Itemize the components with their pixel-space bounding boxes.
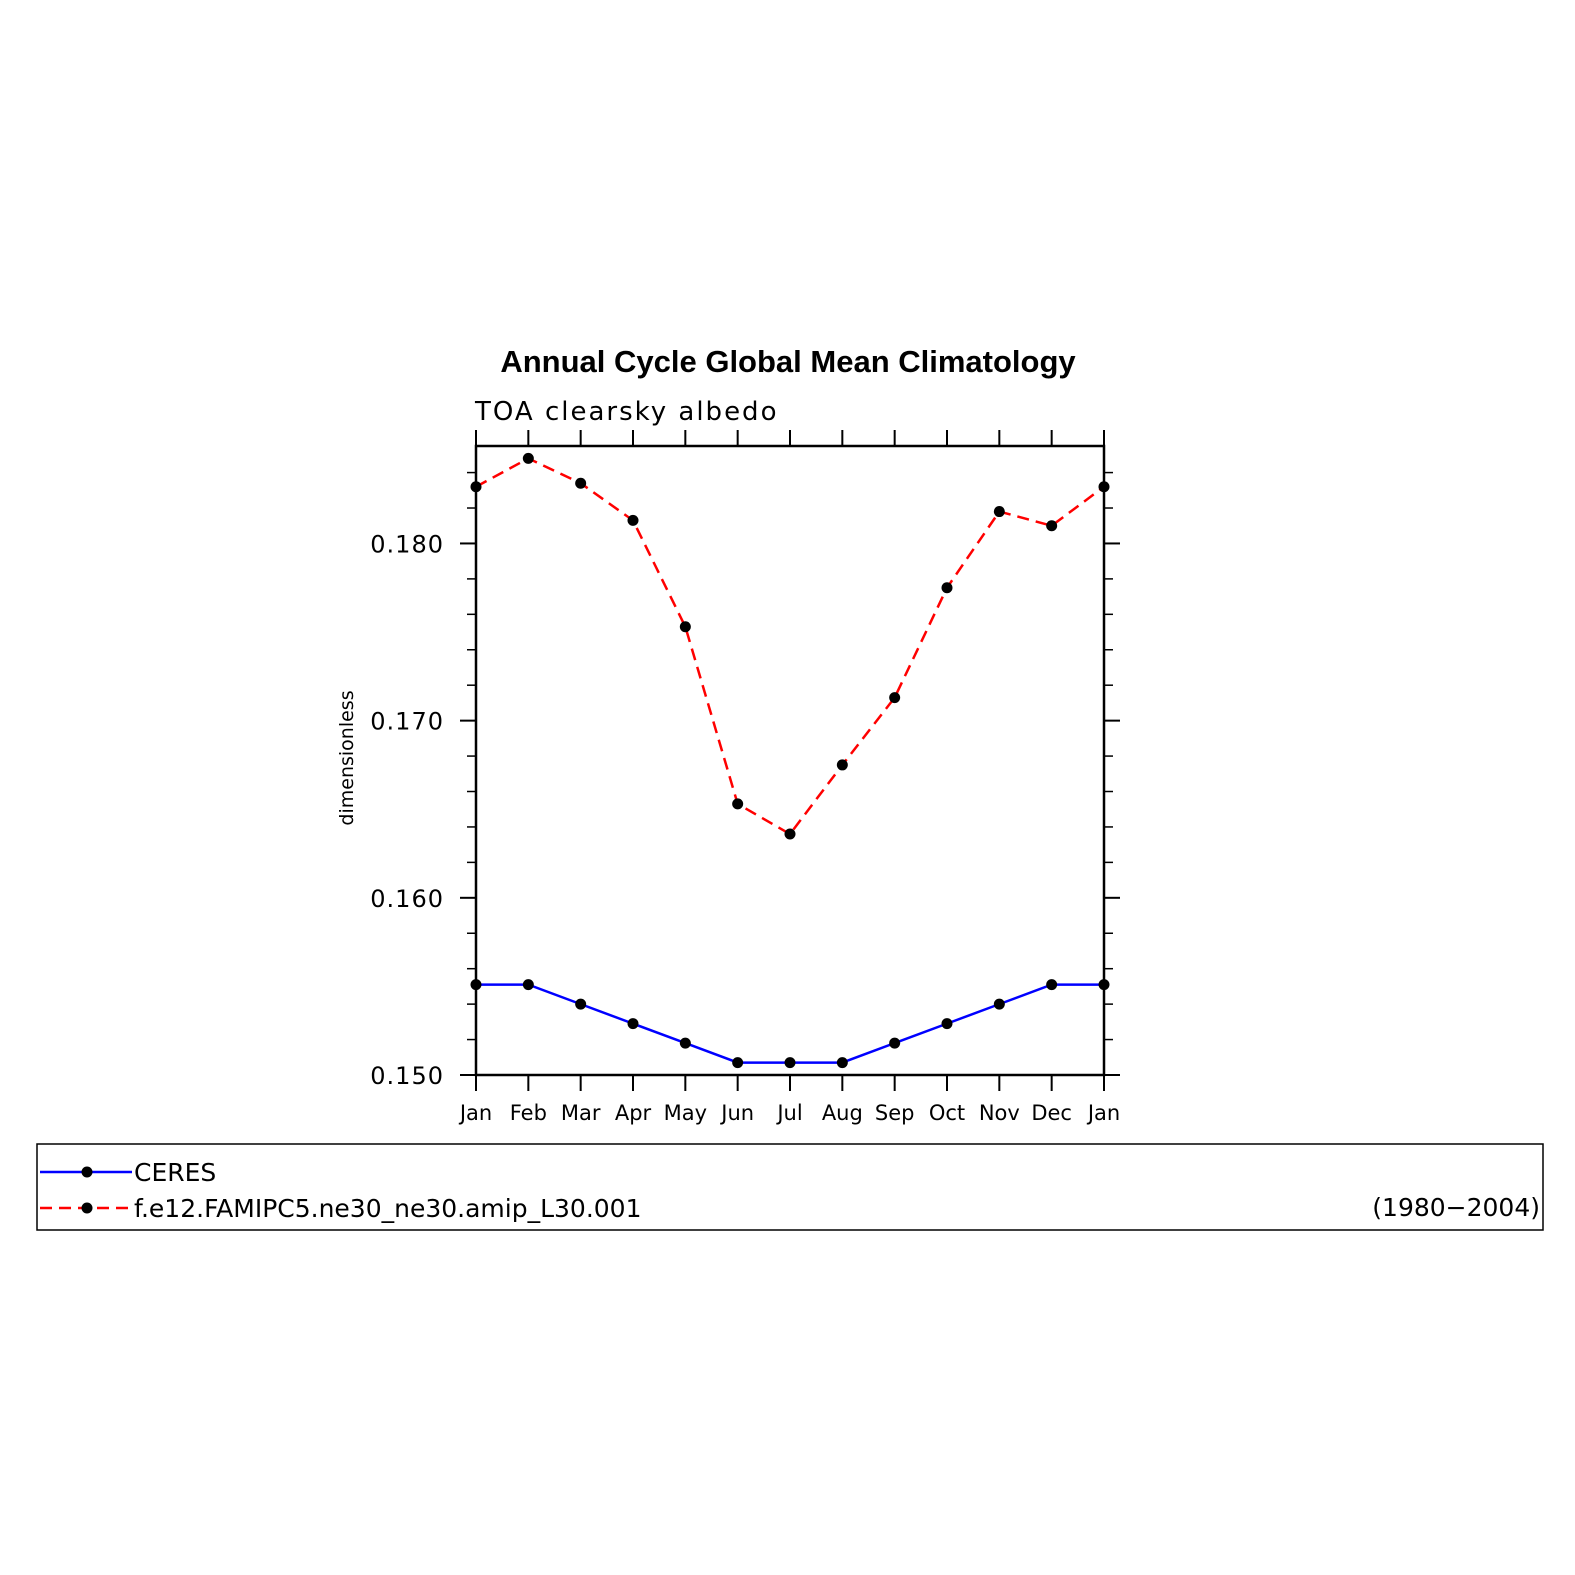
data-point <box>784 828 796 840</box>
x-tick-label: Dec <box>1031 1101 1072 1125</box>
legend-swatch-marker <box>81 1166 93 1178</box>
y-tick-label: 0.180 <box>370 530 444 558</box>
x-tick-label: Jan <box>1086 1101 1120 1125</box>
data-point <box>889 692 901 704</box>
x-tick-label: Oct <box>929 1101 965 1125</box>
data-point <box>1046 520 1058 532</box>
data-point <box>627 514 639 526</box>
plot-area <box>470 452 1110 1069</box>
x-tick-label: Apr <box>615 1101 652 1125</box>
data-point <box>470 979 482 991</box>
series-2 <box>470 452 1110 840</box>
x-tick-label: Jul <box>775 1101 802 1125</box>
data-point <box>575 477 587 489</box>
data-point <box>522 979 534 991</box>
data-point <box>889 1037 901 1049</box>
data-point <box>784 1057 796 1069</box>
data-point <box>1098 979 1110 991</box>
data-point <box>1098 481 1110 493</box>
data-point <box>836 1057 848 1069</box>
data-point <box>941 1018 953 1030</box>
chart-subtitle: TOA clearsky albedo <box>474 397 778 427</box>
x-tick-label: Jan <box>458 1101 492 1125</box>
series-line <box>476 983 1104 1064</box>
data-point <box>575 998 587 1010</box>
data-point <box>732 798 744 810</box>
data-point <box>993 506 1005 518</box>
data-point <box>470 481 482 493</box>
data-point <box>679 621 691 633</box>
x-tick-label: Aug <box>822 1101 863 1125</box>
chart-title: Annual Cycle Global Mean Climatology <box>500 344 1076 379</box>
x-tick-label: Nov <box>979 1101 1020 1125</box>
legend-label: f.e12.FAMIPC5.ne30_ne30.amip_L30.001 <box>134 1194 642 1223</box>
data-point <box>732 1057 744 1069</box>
y-axis-label: dimensionless <box>336 690 358 825</box>
y-tick-label: 0.150 <box>370 1062 444 1090</box>
legend-label: CERES <box>134 1158 216 1187</box>
data-point <box>627 1018 639 1030</box>
data-point <box>993 998 1005 1010</box>
legend-swatch-marker <box>81 1202 93 1214</box>
series-1 <box>470 979 1110 1069</box>
axes: Jan Feb Mar Apr May Jun Jul Aug Sep Oct Nov Dec Jan 0… <box>370 430 1120 1125</box>
x-tick-label: Sep <box>875 1101 915 1125</box>
legend-period-note: (1980−2004) <box>1372 1193 1540 1222</box>
data-point <box>836 759 848 771</box>
y-tick-label: 0.170 <box>370 708 444 736</box>
series-line <box>475 457 1105 836</box>
legend-box <box>36 1143 1544 1231</box>
data-point <box>679 1037 691 1049</box>
y-tick-label: 0.160 <box>370 885 444 913</box>
x-tick-label: Mar <box>561 1101 601 1125</box>
x-tick-label: Feb <box>510 1101 547 1125</box>
legend: CERES f.e12.FAMIPC5.ne30_ne30.amip_L30.00… <box>36 1143 1544 1231</box>
data-point <box>522 452 534 464</box>
data-point <box>1046 979 1058 991</box>
data-point <box>941 582 953 594</box>
x-tick-label: May <box>664 1101 707 1125</box>
x-tick-label: Jun <box>719 1101 754 1125</box>
plot-frame <box>474 444 1106 1077</box>
